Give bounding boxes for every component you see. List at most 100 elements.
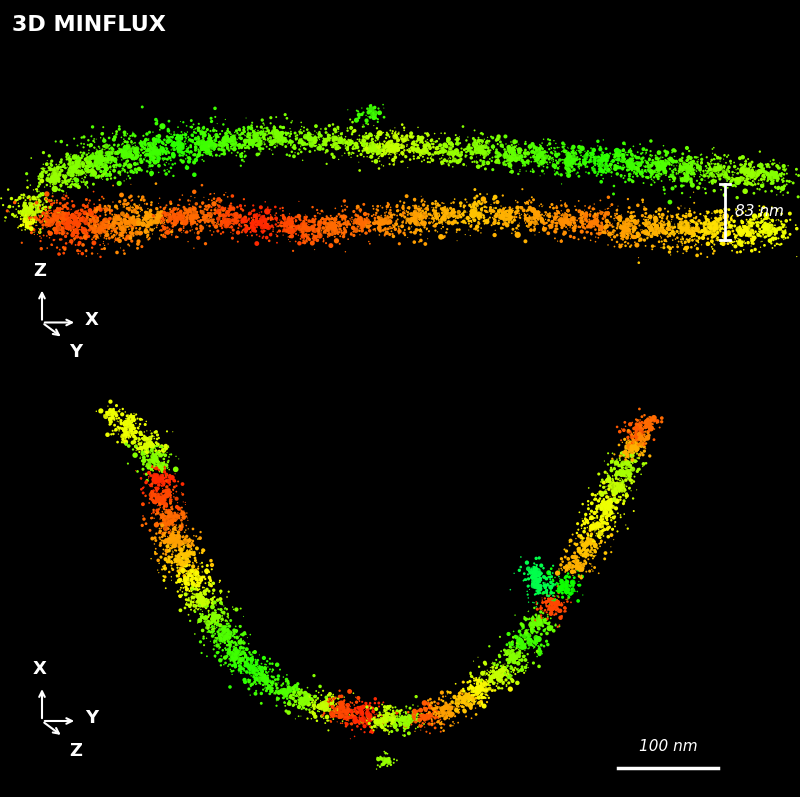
Point: [535, 559, 548, 572]
Point: [230, 626, 242, 638]
Point: [721, 163, 734, 176]
Point: [82, 218, 95, 230]
Point: [434, 145, 446, 158]
Point: [441, 704, 454, 717]
Point: [110, 412, 123, 425]
Point: [702, 226, 714, 239]
Point: [84, 158, 97, 171]
Point: [179, 134, 192, 147]
Point: [284, 139, 297, 152]
Point: [255, 219, 268, 232]
Point: [166, 426, 179, 438]
Point: [390, 143, 402, 155]
Point: [54, 180, 67, 193]
Point: [231, 211, 244, 224]
Point: [142, 219, 154, 232]
Point: [687, 221, 700, 234]
Point: [432, 147, 445, 159]
Point: [693, 231, 706, 244]
Point: [526, 163, 539, 175]
Point: [169, 529, 182, 542]
Point: [41, 206, 54, 219]
Point: [598, 516, 611, 528]
Point: [546, 210, 559, 222]
Point: [508, 651, 521, 664]
Point: [98, 409, 110, 422]
Point: [216, 147, 229, 160]
Point: [289, 127, 302, 139]
Point: [145, 223, 158, 236]
Point: [383, 713, 396, 726]
Point: [742, 226, 754, 239]
Point: [128, 431, 141, 444]
Point: [194, 614, 206, 626]
Point: [242, 121, 255, 134]
Point: [176, 146, 189, 159]
Point: [390, 125, 402, 138]
Point: [524, 204, 537, 217]
Point: [438, 200, 451, 213]
Point: [66, 175, 79, 188]
Point: [366, 705, 379, 718]
Point: [117, 230, 130, 242]
Point: [649, 212, 662, 225]
Point: [681, 218, 694, 231]
Point: [184, 139, 197, 152]
Point: [58, 201, 70, 214]
Point: [283, 683, 296, 696]
Point: [638, 210, 651, 223]
Point: [155, 472, 168, 485]
Point: [129, 139, 142, 151]
Point: [327, 704, 340, 717]
Point: [167, 528, 180, 541]
Point: [498, 664, 510, 677]
Point: [623, 210, 636, 223]
Point: [236, 139, 249, 151]
Point: [520, 624, 533, 637]
Point: [613, 481, 626, 494]
Point: [120, 207, 133, 220]
Point: [463, 675, 476, 688]
Point: [249, 646, 262, 658]
Point: [251, 660, 264, 673]
Point: [530, 572, 542, 585]
Point: [537, 222, 550, 234]
Point: [62, 216, 75, 229]
Point: [427, 141, 440, 154]
Point: [140, 468, 153, 481]
Point: [424, 151, 437, 164]
Point: [183, 575, 196, 588]
Point: [62, 208, 75, 221]
Point: [518, 567, 530, 580]
Point: [683, 157, 696, 170]
Point: [528, 646, 541, 659]
Point: [98, 154, 111, 167]
Point: [652, 160, 665, 173]
Point: [509, 154, 522, 167]
Point: [287, 681, 300, 694]
Point: [478, 688, 491, 701]
Point: [438, 157, 450, 170]
Point: [285, 220, 298, 233]
Point: [558, 579, 571, 592]
Point: [336, 717, 349, 729]
Point: [597, 520, 610, 533]
Point: [777, 227, 790, 240]
Point: [42, 169, 54, 182]
Point: [242, 214, 254, 226]
Point: [106, 159, 119, 172]
Point: [614, 453, 626, 466]
Point: [528, 220, 541, 233]
Point: [87, 150, 100, 163]
Point: [319, 224, 332, 237]
Point: [426, 210, 438, 222]
Point: [634, 224, 647, 237]
Point: [560, 579, 573, 591]
Point: [218, 642, 231, 655]
Point: [145, 552, 158, 565]
Point: [694, 159, 706, 171]
Point: [416, 717, 429, 729]
Point: [529, 558, 542, 571]
Point: [208, 139, 221, 151]
Point: [58, 175, 71, 187]
